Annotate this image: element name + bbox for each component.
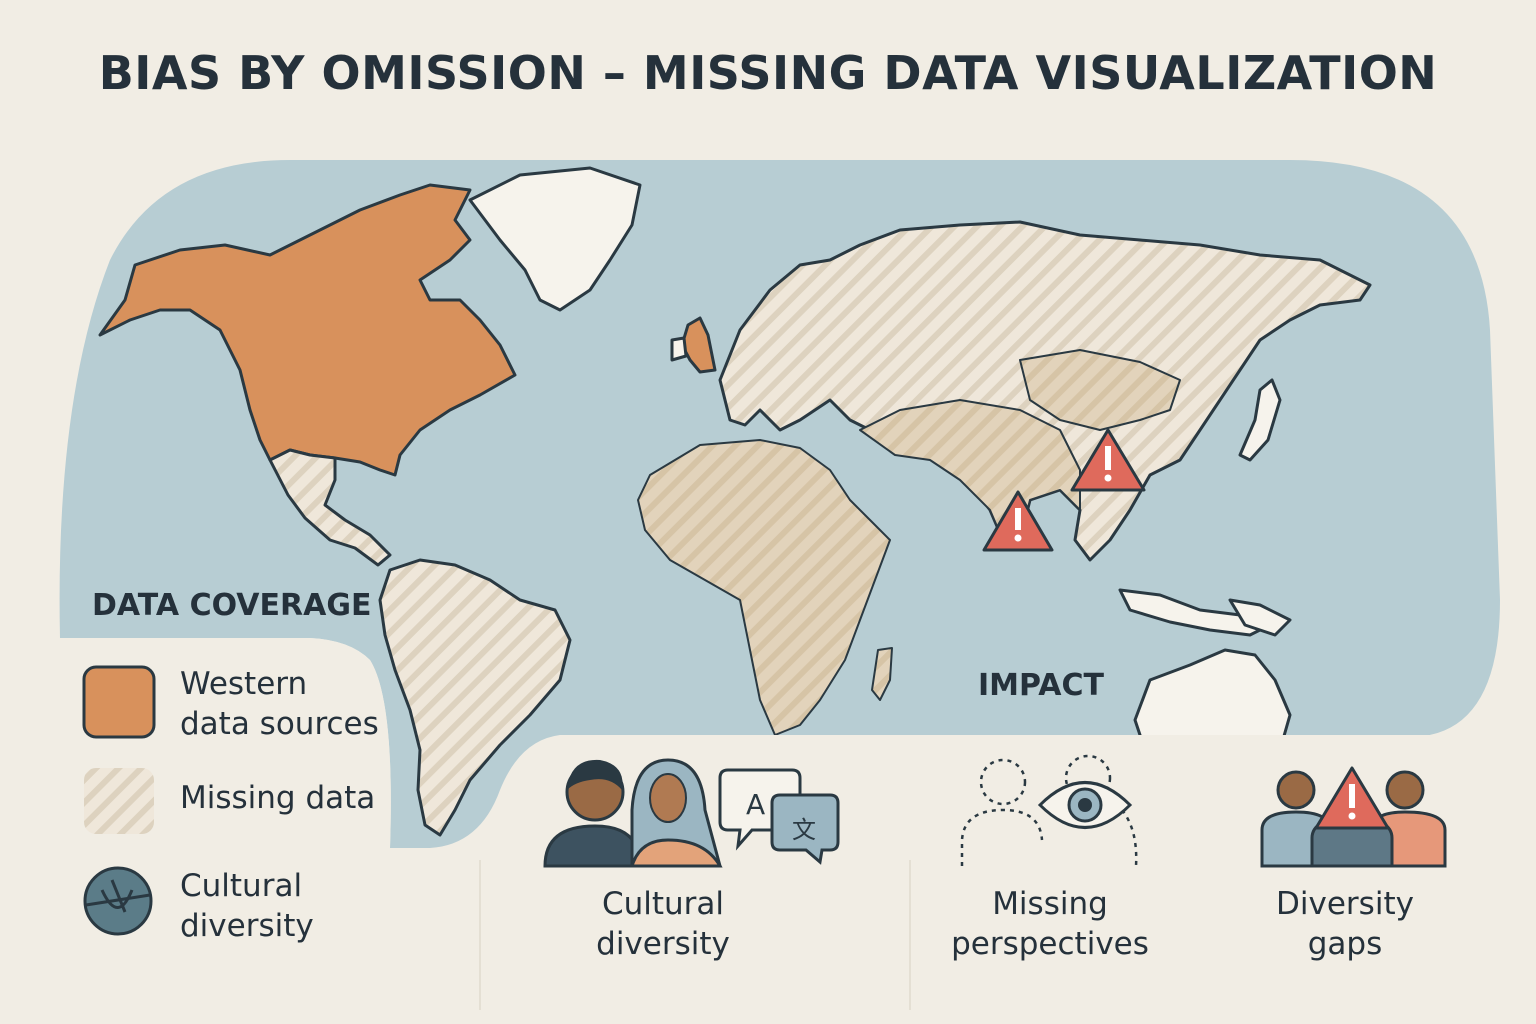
legend-label-line: data sources xyxy=(180,706,379,742)
glyph-cjk: 文 xyxy=(792,816,816,844)
warning-icon-india xyxy=(982,490,1054,552)
impact-label-line: Cultural xyxy=(601,886,725,922)
central-america-shape xyxy=(268,448,392,567)
impact-item-diversity-gaps: Diversity gaps xyxy=(1245,884,1445,964)
impact-label-line: perspectives xyxy=(951,926,1149,962)
legend-item-missing: Missing data xyxy=(82,778,402,868)
madagascar-shape xyxy=(871,647,893,701)
africa-shape xyxy=(637,439,891,736)
western-swatch xyxy=(82,665,156,739)
impact-label-line: diversity xyxy=(596,926,730,962)
south-america-shape xyxy=(378,558,572,837)
page-title: BIAS BY OMISSION – MISSING DATA VISUALIZ… xyxy=(98,46,1438,100)
legend-label-line: Missing data xyxy=(180,780,376,816)
impact-label-line: Diversity xyxy=(1276,886,1414,922)
japan-shape xyxy=(1238,378,1282,462)
legend-label: Western data sources xyxy=(180,664,400,744)
legend-title: DATA COVERAGE xyxy=(92,588,372,623)
legend-label-line: Western xyxy=(180,666,308,702)
warning-icon-china xyxy=(1070,428,1146,492)
new-guinea-shape xyxy=(1228,598,1292,637)
legend-item-cultural: Cultural diversity xyxy=(82,866,402,956)
impact-item-missing-perspectives: Missing perspectives xyxy=(930,884,1170,964)
impact-label-line: gaps xyxy=(1307,926,1383,962)
legend-label-line: diversity xyxy=(180,908,314,944)
missing-hatch-swatch xyxy=(84,768,154,834)
legend-item-western: Western data sources xyxy=(82,664,402,754)
impact-item-cultural-diversity: Cultural diversity xyxy=(563,884,763,964)
ireland-shape xyxy=(670,336,688,362)
china-region-shape xyxy=(1019,349,1181,431)
impact-title: IMPACT xyxy=(978,668,1104,703)
north-america-shape xyxy=(98,183,517,477)
glyph-latin: A xyxy=(746,788,765,821)
cultural-diversity-icon xyxy=(83,866,153,936)
legend-label: Cultural diversity xyxy=(180,866,400,946)
legend-label-line: Cultural xyxy=(180,868,303,904)
legend-label: Missing data xyxy=(180,778,400,818)
eye-silhouettes-icon xyxy=(960,754,1138,867)
people-translation-icon: A 文 xyxy=(543,758,840,868)
people-warning-icon xyxy=(1260,766,1447,868)
impact-label-line: Missing xyxy=(992,886,1108,922)
greenland-shape xyxy=(468,166,642,312)
